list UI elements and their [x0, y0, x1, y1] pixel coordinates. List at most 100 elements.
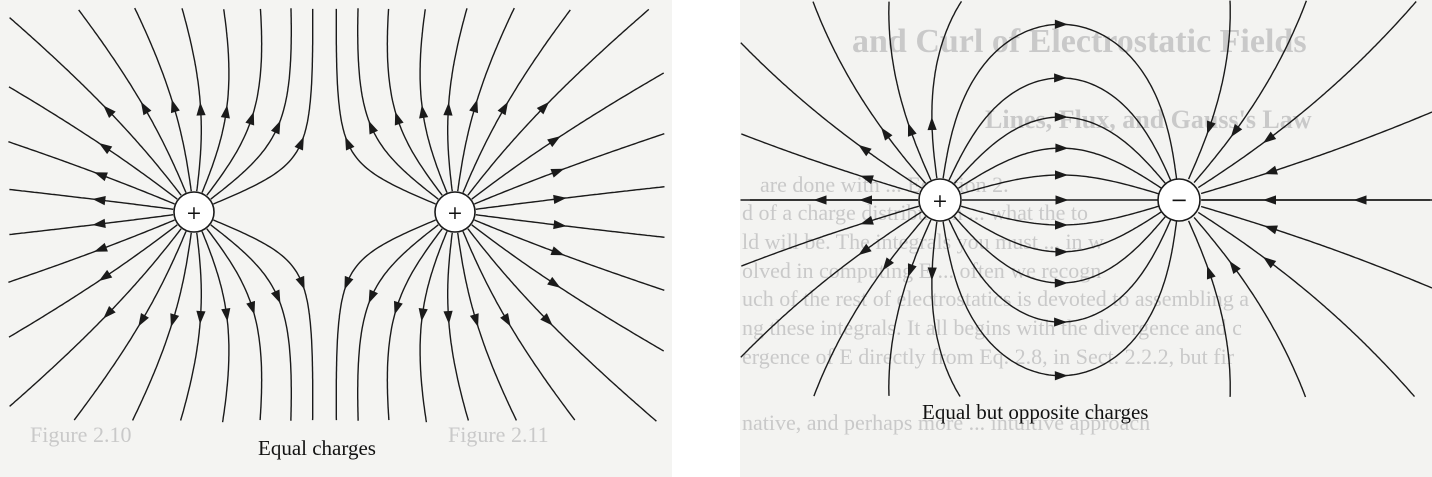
field-line: [1193, 0, 1308, 184]
field-line: [931, 1, 963, 179]
field-arrow: [1264, 165, 1278, 175]
field-arrow: [927, 267, 937, 281]
field-arrow: [103, 306, 116, 319]
field-arrow: [536, 101, 550, 115]
field-line: [210, 224, 292, 421]
charge: +: [173, 191, 215, 233]
field-arrow: [1054, 371, 1068, 381]
charge: −: [1157, 178, 1201, 222]
caption-opposite-charges: Equal but opposite charges: [922, 400, 1149, 424]
field-arrow: [1055, 195, 1069, 205]
field-line: [9, 188, 174, 210]
field-line: [8, 141, 175, 205]
field-arrow: [858, 243, 872, 256]
field-arrow: [196, 310, 206, 325]
field-line: [210, 8, 292, 200]
field-line: [1197, 1, 1417, 189]
field-line: [206, 228, 263, 421]
charge-sign: +: [447, 202, 463, 224]
charge: +: [918, 178, 962, 222]
field-arrow: [469, 313, 479, 328]
field-arrow: [344, 275, 354, 290]
field-arrow: [1264, 225, 1278, 235]
field-arrow: [907, 122, 917, 137]
field-line: [931, 221, 961, 397]
field-arrow: [345, 136, 355, 151]
field-arrow: [443, 102, 453, 116]
field-arrow: [221, 308, 231, 322]
field-line: [474, 219, 665, 291]
field-line: [888, 1, 932, 181]
field-arrow: [92, 196, 106, 206]
field-arrow: [98, 143, 113, 155]
faded-body-line: ng these integrals. It all begins with t…: [742, 315, 1242, 340]
field-line: [9, 228, 182, 407]
faded-body-line: d of a charge distribution ... what the …: [742, 200, 1088, 225]
field-arrow: [295, 275, 305, 290]
field-line: [201, 231, 230, 423]
field-line: [467, 228, 657, 422]
charge-sign: +: [186, 202, 202, 224]
field-arrow: [393, 300, 403, 315]
field-line: [813, 216, 927, 397]
field-line: [740, 211, 922, 358]
field-line: [206, 8, 263, 196]
field-line: [467, 8, 650, 196]
field-arrow: [1230, 123, 1243, 138]
field-line: [475, 214, 665, 238]
field-line: [462, 9, 571, 193]
equal-charges-panel: Figure 2.10 Figure 2.11 + + Equal charge…: [0, 0, 672, 477]
charge-sign: +: [932, 190, 948, 212]
field-arrow: [140, 101, 152, 116]
field-line: [1197, 211, 1416, 398]
field-arrow: [246, 300, 256, 315]
field-line: [213, 8, 314, 205]
field-arrow: [94, 242, 108, 252]
field-line: [741, 205, 920, 267]
opposite-charges-diagram: and Curl of Electrostatic Fields Lines, …: [740, 0, 1432, 435]
faded-body-line: olved in computing E ... often we recogn: [742, 258, 1101, 283]
field-arrow: [547, 136, 561, 148]
field-line: [474, 133, 665, 205]
field-arrow: [1055, 143, 1069, 153]
field-arrow: [1054, 220, 1068, 230]
field-line: [457, 7, 515, 192]
field-line: [447, 232, 470, 421]
field-line: [213, 219, 314, 421]
field-arrow: [1263, 131, 1277, 144]
field-arrow: [1353, 195, 1367, 205]
field-line: [181, 8, 202, 192]
field-arrow: [294, 136, 304, 151]
faded-heading: and Curl of Electrostatic Fields: [852, 23, 1307, 60]
field-arrow: [92, 218, 106, 228]
field-arrow: [1054, 112, 1068, 122]
field-line: [1187, 0, 1231, 180]
field-arrow: [98, 269, 113, 281]
field-line: [9, 214, 174, 236]
field-arrow: [547, 276, 561, 288]
faded-body-line: native, and perhaps more ... intuitive a…: [742, 410, 1150, 435]
field-arrow: [419, 104, 429, 119]
field-line: [457, 232, 518, 421]
field-arrow: [394, 111, 404, 126]
charge-sign: −: [1170, 188, 1188, 212]
field-arrow: [1054, 278, 1068, 288]
opposite-charges-panel: and Curl of Electrostatic Fields Lines, …: [740, 0, 1432, 477]
field-arrow: [271, 120, 281, 135]
field-arrow: [220, 104, 230, 119]
field-arrow: [245, 111, 255, 126]
field-line: [335, 8, 436, 205]
field-arrow: [418, 308, 428, 322]
field-arrow: [497, 101, 509, 116]
field-line: [201, 9, 230, 193]
field-arrow: [500, 313, 511, 327]
field-arrow: [171, 99, 180, 114]
field-arrow: [860, 215, 874, 225]
field-arrow: [860, 175, 874, 185]
field-line: [131, 232, 192, 421]
field-line: [812, 1, 927, 184]
field-arrow: [196, 102, 206, 116]
field-line: [462, 231, 576, 421]
field-arrow: [1206, 120, 1216, 135]
field-arrow: [94, 172, 108, 182]
